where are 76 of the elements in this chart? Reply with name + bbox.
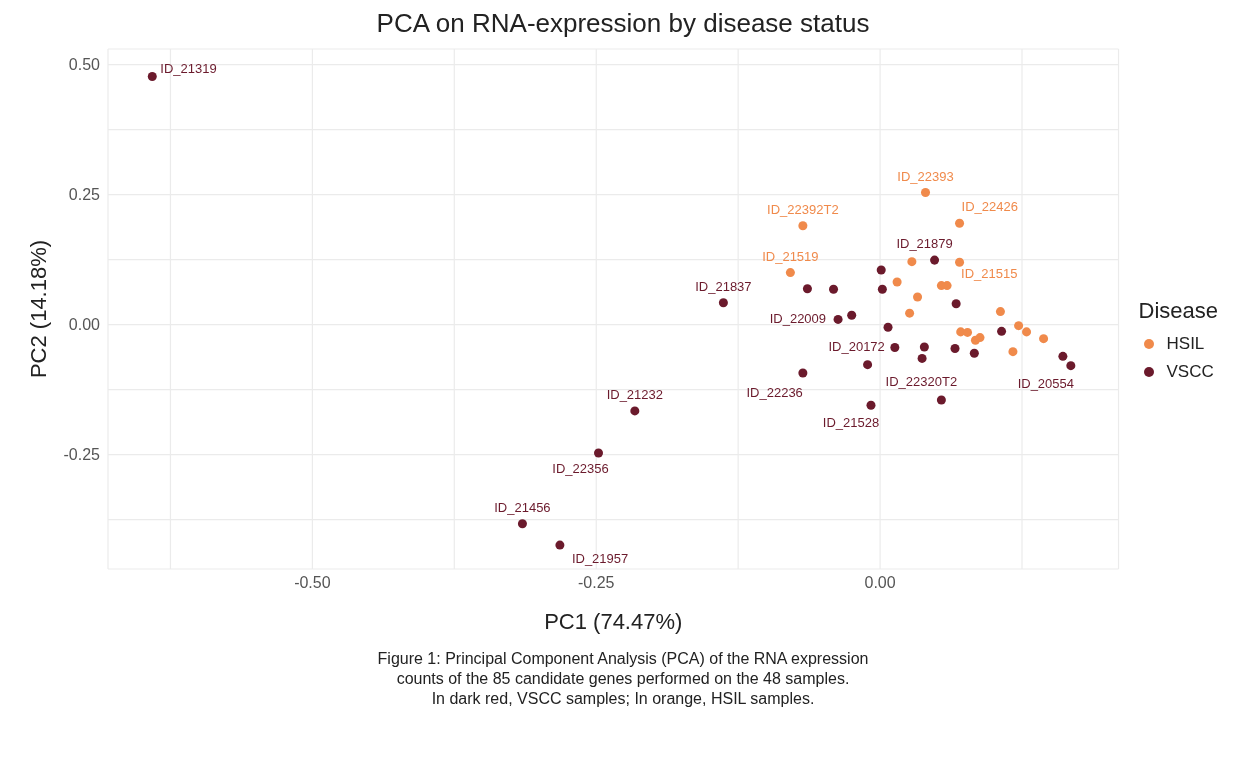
annotation: ID_21515 xyxy=(961,265,1018,281)
point xyxy=(890,342,900,352)
point xyxy=(555,540,565,550)
annotation: ID_21879 xyxy=(896,236,953,252)
y-tick-label: 0.50 xyxy=(68,56,101,74)
annotation: ID_21232 xyxy=(606,386,664,402)
chart-title: PCA on RNA-expression by disease status xyxy=(375,8,871,39)
point xyxy=(913,292,923,302)
point xyxy=(930,255,940,265)
annotation: ID_21837 xyxy=(695,278,752,294)
y-tick-label: -0.25 xyxy=(63,446,101,464)
point xyxy=(1066,361,1076,371)
point xyxy=(1008,347,1018,357)
annotation: ID_22320T2 xyxy=(885,374,958,389)
y-tick-label: 0.00 xyxy=(68,316,101,334)
point xyxy=(630,406,640,416)
point xyxy=(951,299,961,309)
point xyxy=(955,257,965,267)
point xyxy=(997,326,1007,336)
point xyxy=(975,333,985,343)
point xyxy=(785,268,795,278)
point xyxy=(863,360,873,370)
point xyxy=(950,344,960,354)
x-tick-label: 0.00 xyxy=(864,574,896,592)
annotation: ID_22392T2 xyxy=(767,201,839,217)
point xyxy=(147,72,157,82)
legend-title: Disease xyxy=(1138,298,1218,324)
point xyxy=(517,519,527,529)
annotation: ID_20554 xyxy=(1017,375,1075,391)
y-tick-label: 0.25 xyxy=(68,186,101,204)
point xyxy=(917,353,927,363)
point xyxy=(955,218,965,228)
point xyxy=(718,298,728,308)
point xyxy=(920,188,931,198)
caption: Figure 1: Principal Component Analysis (PCA) of the RNA expression xyxy=(376,649,870,669)
point xyxy=(883,322,893,332)
annotation: ID_21528 xyxy=(822,415,880,431)
x-tick-label: -0.25 xyxy=(577,574,615,592)
point xyxy=(829,284,839,294)
point xyxy=(1058,351,1068,361)
point xyxy=(1014,321,1024,331)
annotation: ID_21456 xyxy=(494,499,551,515)
point xyxy=(892,277,902,287)
point xyxy=(1022,327,1032,337)
annotation: ID_21519 xyxy=(762,248,819,264)
point xyxy=(969,348,979,358)
legend-label: VSCC xyxy=(1166,362,1214,382)
point xyxy=(995,307,1005,317)
annotation: ID_21319 xyxy=(160,60,217,76)
point xyxy=(936,395,946,405)
annotation: ID_21957 xyxy=(571,551,629,567)
point xyxy=(798,221,808,231)
point xyxy=(919,342,929,352)
point xyxy=(798,368,808,378)
point xyxy=(876,265,886,275)
annotation: ID_22236 xyxy=(746,384,803,400)
text: In dark red, VSCC samples; In orange, HSIL samples. xyxy=(430,689,816,709)
point xyxy=(866,400,876,410)
point xyxy=(877,284,887,294)
annotation: ID_22009 xyxy=(769,311,827,327)
point xyxy=(905,308,915,318)
annotation: ID_22393 xyxy=(897,168,954,184)
x-axis-title: PC1 (74.47%) xyxy=(544,609,683,634)
y-axis-title: PC2 (14.18%) xyxy=(25,239,51,379)
point xyxy=(907,257,917,267)
annotation: ID_22356 xyxy=(552,461,609,477)
point xyxy=(802,284,812,294)
annotation: ID_22426 xyxy=(961,199,1018,215)
annotation: ID_20172 xyxy=(828,339,885,355)
text: counts of the 85 candidate genes performed on the 48 samples. xyxy=(395,669,851,689)
point xyxy=(593,448,604,458)
legend-label: HSIL xyxy=(1166,334,1205,354)
x-tick-label: -0.50 xyxy=(294,574,331,592)
point xyxy=(847,310,857,320)
point xyxy=(1039,334,1049,344)
point xyxy=(833,314,843,324)
